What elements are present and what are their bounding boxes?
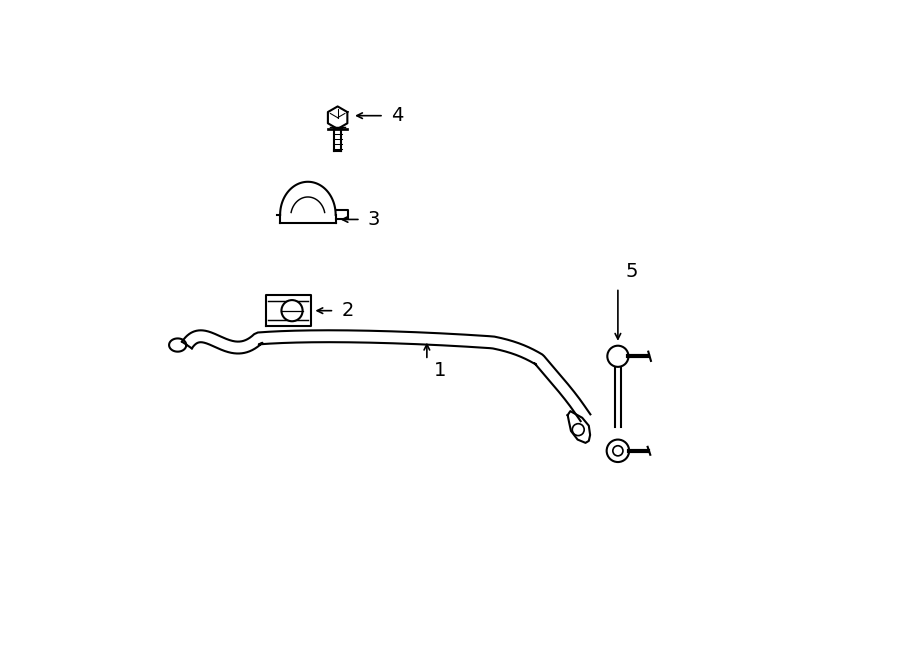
Text: 5: 5 (626, 262, 638, 280)
Text: 2: 2 (341, 301, 354, 320)
Text: 1: 1 (434, 361, 446, 379)
Text: 4: 4 (391, 106, 403, 125)
Circle shape (608, 346, 628, 367)
Circle shape (282, 300, 302, 321)
Circle shape (607, 440, 629, 462)
Text: 3: 3 (368, 210, 380, 229)
